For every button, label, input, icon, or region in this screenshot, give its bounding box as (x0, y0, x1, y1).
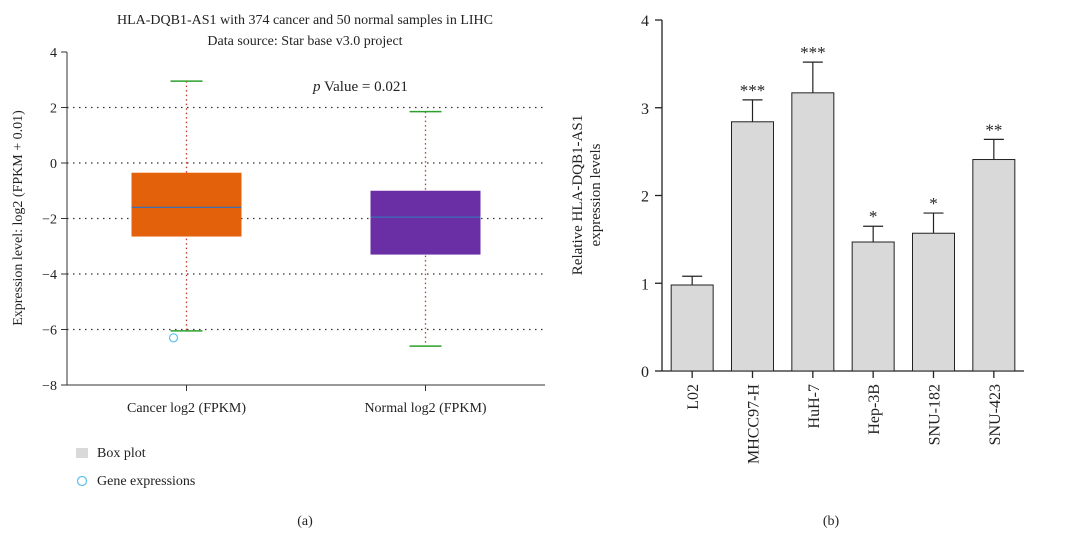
y-tick-label: −6 (42, 324, 57, 339)
bar-panel: 0 1 2 3 4 Relative HLA-DQB1-AS1 expression l… (570, 13, 1024, 529)
x-tick-label: SNU-182 (927, 384, 944, 445)
x-tick-label: Cancer log2 (FPKM) (127, 401, 246, 416)
y-tick-label: −8 (42, 379, 57, 394)
legend-gene-expressions-label: Gene expressions (97, 474, 195, 489)
cancer-box (131, 172, 242, 237)
bar-series: ********** (670, 43, 1016, 372)
bar-mhcc97-h (731, 121, 774, 372)
boxplot-title: HLA-DQB1-AS1 with 374 cancer and 50 norm… (117, 13, 493, 28)
y-tick-label: 2 (641, 189, 649, 206)
bar-y-ticks: 0 1 2 3 4 (641, 13, 662, 381)
boxplot-subtitle: Data source: Star base v3.0 project (207, 34, 402, 49)
legend-box-plot-swatch (76, 448, 88, 458)
y-tick-label: 3 (641, 101, 649, 118)
y-tick-label: 2 (50, 102, 57, 117)
bar-huh-7 (791, 92, 835, 372)
panel-b-label: (b) (823, 514, 840, 529)
cancer-outlier-point (168, 333, 179, 343)
legend-box-plot-label: Box plot (97, 446, 146, 461)
y-tick-label: 4 (50, 46, 57, 61)
y-tick-label: 0 (641, 364, 649, 381)
x-tick-label: SNU-423 (987, 384, 1004, 445)
boxplot-panel: HLA-DQB1-AS1 with 374 cancer and 50 norm… (11, 13, 545, 529)
boxplot-y-ticks: 4 2 0 −2 −4 −6 −8 (42, 46, 67, 394)
significance-snu-423: ** (985, 120, 1002, 139)
y-tick-label: −2 (42, 213, 57, 228)
x-tick-label: HuH-7 (806, 384, 823, 428)
bar-y-axis-label-line2: expression levels (588, 143, 604, 246)
x-tick-label: Hep-3B (866, 384, 883, 435)
y-tick-label: 4 (641, 13, 649, 30)
significance-snu-182: * (929, 194, 938, 213)
x-tick-label: L02 (685, 384, 702, 410)
bar-hep-3b (851, 241, 895, 372)
x-tick-label: MHCC97-H (746, 384, 763, 464)
p-value-text: Value = 0.021 (321, 79, 408, 95)
boxplot-x-labels: Cancer log2 (FPKM) Normal log2 (FPKM) (127, 385, 487, 416)
significance-mhcc97-h: *** (740, 81, 766, 100)
significance-hep-3b: * (869, 207, 878, 226)
panel-a-label: (a) (297, 514, 313, 529)
boxplot-boxes (131, 80, 481, 347)
y-tick-label: 1 (641, 276, 649, 293)
normal-box (370, 190, 481, 255)
legend-gene-expressions-symbol (76, 475, 88, 487)
bar-x-labels: L02 MHCC97-H HuH-7 Hep-3B SNU-182 SNU-423 (685, 371, 1004, 464)
bar-axes (661, 20, 1024, 372)
bar-snu-182 (912, 232, 955, 372)
bar-l02 (670, 284, 714, 372)
bar-y-axis-label-line1: Relative HLA-DQB1-AS1 (570, 115, 586, 275)
p-value-annotation: p Value = 0.021 (312, 79, 408, 95)
significance-huh-7: *** (800, 43, 826, 62)
boxplot-legend: Box plot Gene expressions (76, 446, 195, 489)
y-tick-label: 0 (50, 157, 57, 172)
p-value-symbol: p (312, 79, 321, 95)
y-tick-label: −4 (42, 268, 57, 283)
x-tick-label: Normal log2 (FPKM) (364, 401, 486, 416)
bar-snu-423 (972, 159, 1016, 372)
boxplot-y-axis-label: Expression level: log2 (FPKM + 0.01) (11, 110, 26, 326)
